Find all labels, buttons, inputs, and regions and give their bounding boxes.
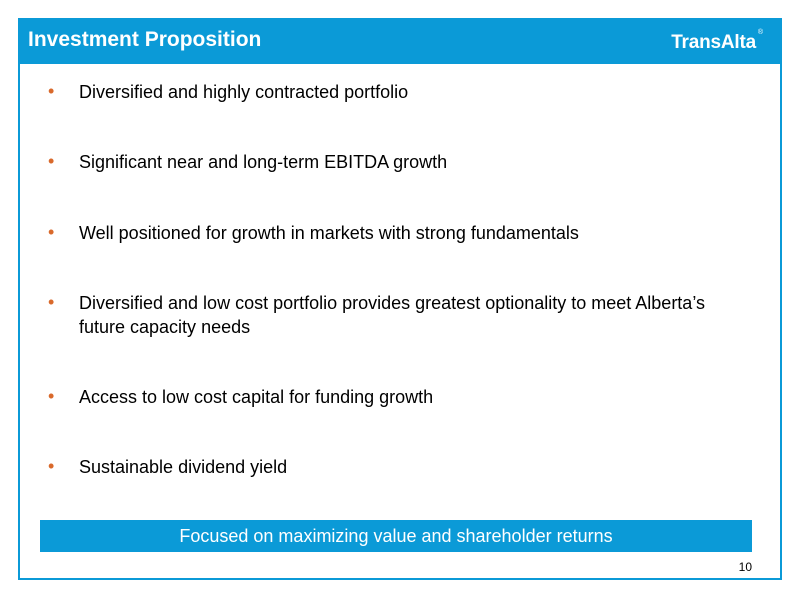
bullet-marker: • bbox=[48, 386, 55, 406]
slide-frame: Investment Proposition TransAlta ® • Div… bbox=[18, 18, 782, 580]
slide-title: Investment Proposition bbox=[28, 28, 262, 51]
page-number: 10 bbox=[738, 560, 752, 574]
bullet-text: Diversified and highly contracted portfo… bbox=[79, 82, 409, 102]
bullet-marker: • bbox=[48, 456, 55, 476]
bullet-marker: • bbox=[48, 292, 55, 312]
summary-banner: Focused on maximizing value and sharehol… bbox=[40, 520, 752, 552]
company-logo: TransAlta bbox=[671, 32, 756, 53]
bullet-text: Diversified and low cost portfolio provi… bbox=[79, 293, 705, 337]
bullet-marker: • bbox=[48, 222, 55, 242]
bullet-text: Significant near and long-term EBITDA gr… bbox=[79, 152, 448, 172]
bullet-marker: • bbox=[48, 81, 55, 101]
header-bar: Investment Proposition TransAlta ® bbox=[20, 20, 780, 64]
bullet-text: Sustainable dividend yield bbox=[79, 457, 288, 477]
logo-trademark: ® bbox=[757, 29, 763, 36]
bullet-text: Well positioned for growth in markets wi… bbox=[79, 223, 579, 243]
bullet-text: Access to low cost capital for funding g… bbox=[79, 387, 434, 407]
bullet-marker: • bbox=[48, 151, 55, 171]
